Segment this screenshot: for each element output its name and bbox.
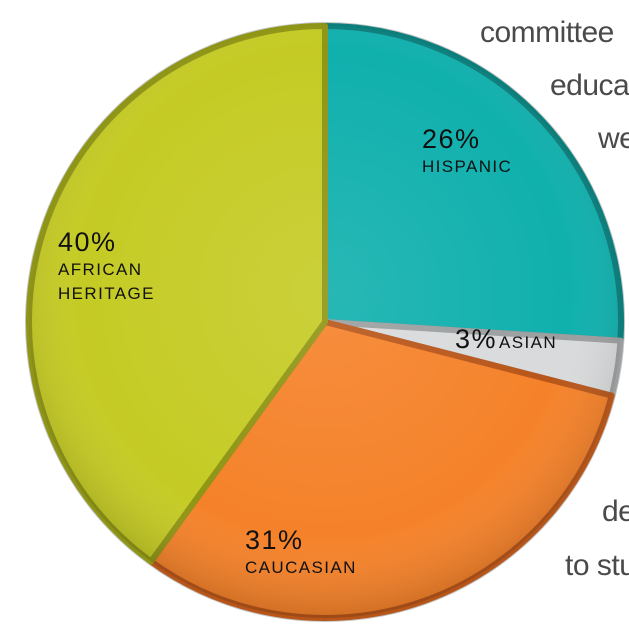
bg-text-line: educa: [550, 69, 629, 102]
slice-value-label: 31%: [245, 525, 304, 555]
bg-text-line: de: [602, 495, 629, 528]
slice-value-label: 26%: [422, 124, 481, 154]
slice-category-label: CAUCASIAN: [245, 558, 357, 577]
slice-value-label: 40%: [58, 227, 117, 257]
slice-label-asian: 3% ASIAN: [455, 324, 557, 354]
slice-category-label: HISPANIC: [422, 157, 512, 176]
pie-gloss-overlay: [29, 26, 621, 618]
pie-labels: 26% HISPANIC 3% ASIAN 31% CAUCASIAN 40% AFRICAN…: [58, 124, 557, 577]
bg-text-line: we: [598, 122, 629, 155]
bg-text-line: committee: [480, 16, 614, 49]
slice-category-label: HERITAGE: [58, 284, 155, 303]
slice-category-label: AFRICAN: [58, 260, 142, 279]
bg-text-line: to stu: [565, 549, 629, 582]
